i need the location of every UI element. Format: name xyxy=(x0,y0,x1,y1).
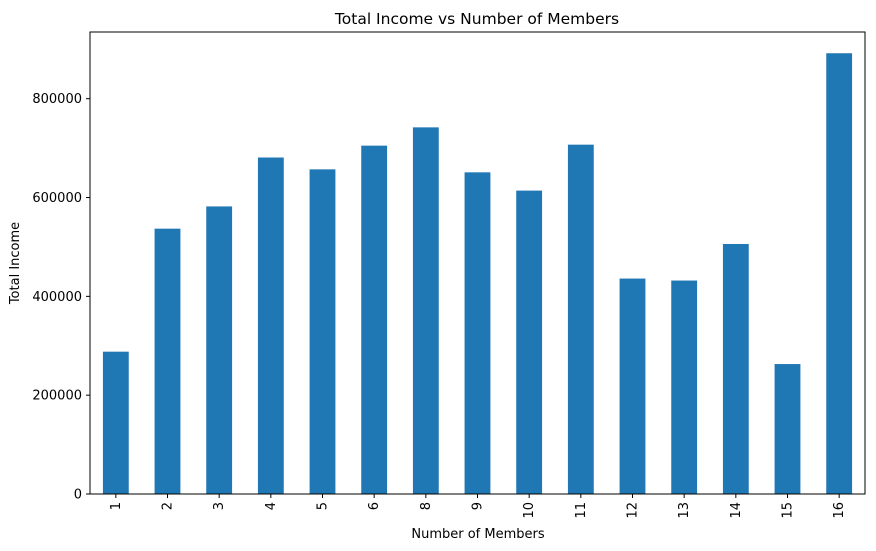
bar xyxy=(464,172,491,494)
y-axis-title: Total Income xyxy=(8,222,23,305)
x-tick-label: 8 xyxy=(419,502,434,510)
x-tick-label: 11 xyxy=(574,502,589,519)
chart-title: Total Income vs Number of Members xyxy=(334,10,619,28)
bars-group xyxy=(102,53,853,495)
x-axis-title: Number of Members xyxy=(411,527,544,542)
bar xyxy=(257,157,284,494)
bar xyxy=(309,169,336,495)
x-tick-label: 6 xyxy=(367,502,382,510)
y-axis-ticks: 0 200000 400000 600000 800000 xyxy=(32,92,90,503)
y-tick-label: 200000 xyxy=(32,389,82,404)
y-tick-label: 600000 xyxy=(32,191,82,206)
bar xyxy=(619,278,646,494)
x-tick-label: 5 xyxy=(316,502,331,510)
bar xyxy=(722,243,749,494)
x-tick-label: 3 xyxy=(212,502,227,510)
bar xyxy=(516,190,543,495)
bar xyxy=(774,364,801,494)
x-tick-label: 4 xyxy=(264,502,279,510)
bar xyxy=(361,145,388,494)
x-tick-label: 12 xyxy=(626,502,641,519)
y-tick-label: 800000 xyxy=(32,92,82,107)
x-tick-label: 10 xyxy=(522,502,537,519)
bar xyxy=(102,351,129,494)
x-tick-label: 1 xyxy=(109,502,124,510)
bar xyxy=(671,280,698,494)
bar xyxy=(567,144,594,494)
plot-area-frame xyxy=(89,31,866,495)
x-tick-label: 9 xyxy=(471,502,486,510)
x-tick-label: 13 xyxy=(677,502,692,519)
y-tick-label: 0 xyxy=(74,488,82,503)
x-tick-label: 14 xyxy=(729,502,744,519)
bar xyxy=(154,228,181,494)
bar xyxy=(412,127,439,495)
y-tick-label: 400000 xyxy=(32,290,82,305)
bar xyxy=(206,206,233,495)
x-tick-label: 2 xyxy=(161,502,176,510)
x-axis-ticks: 1 2 3 4 5 6 8 9 10 11 12 13 14 15 16 xyxy=(109,494,847,519)
x-tick-label: 16 xyxy=(832,502,847,519)
x-tick-label: 15 xyxy=(781,502,796,519)
bar xyxy=(826,53,853,494)
